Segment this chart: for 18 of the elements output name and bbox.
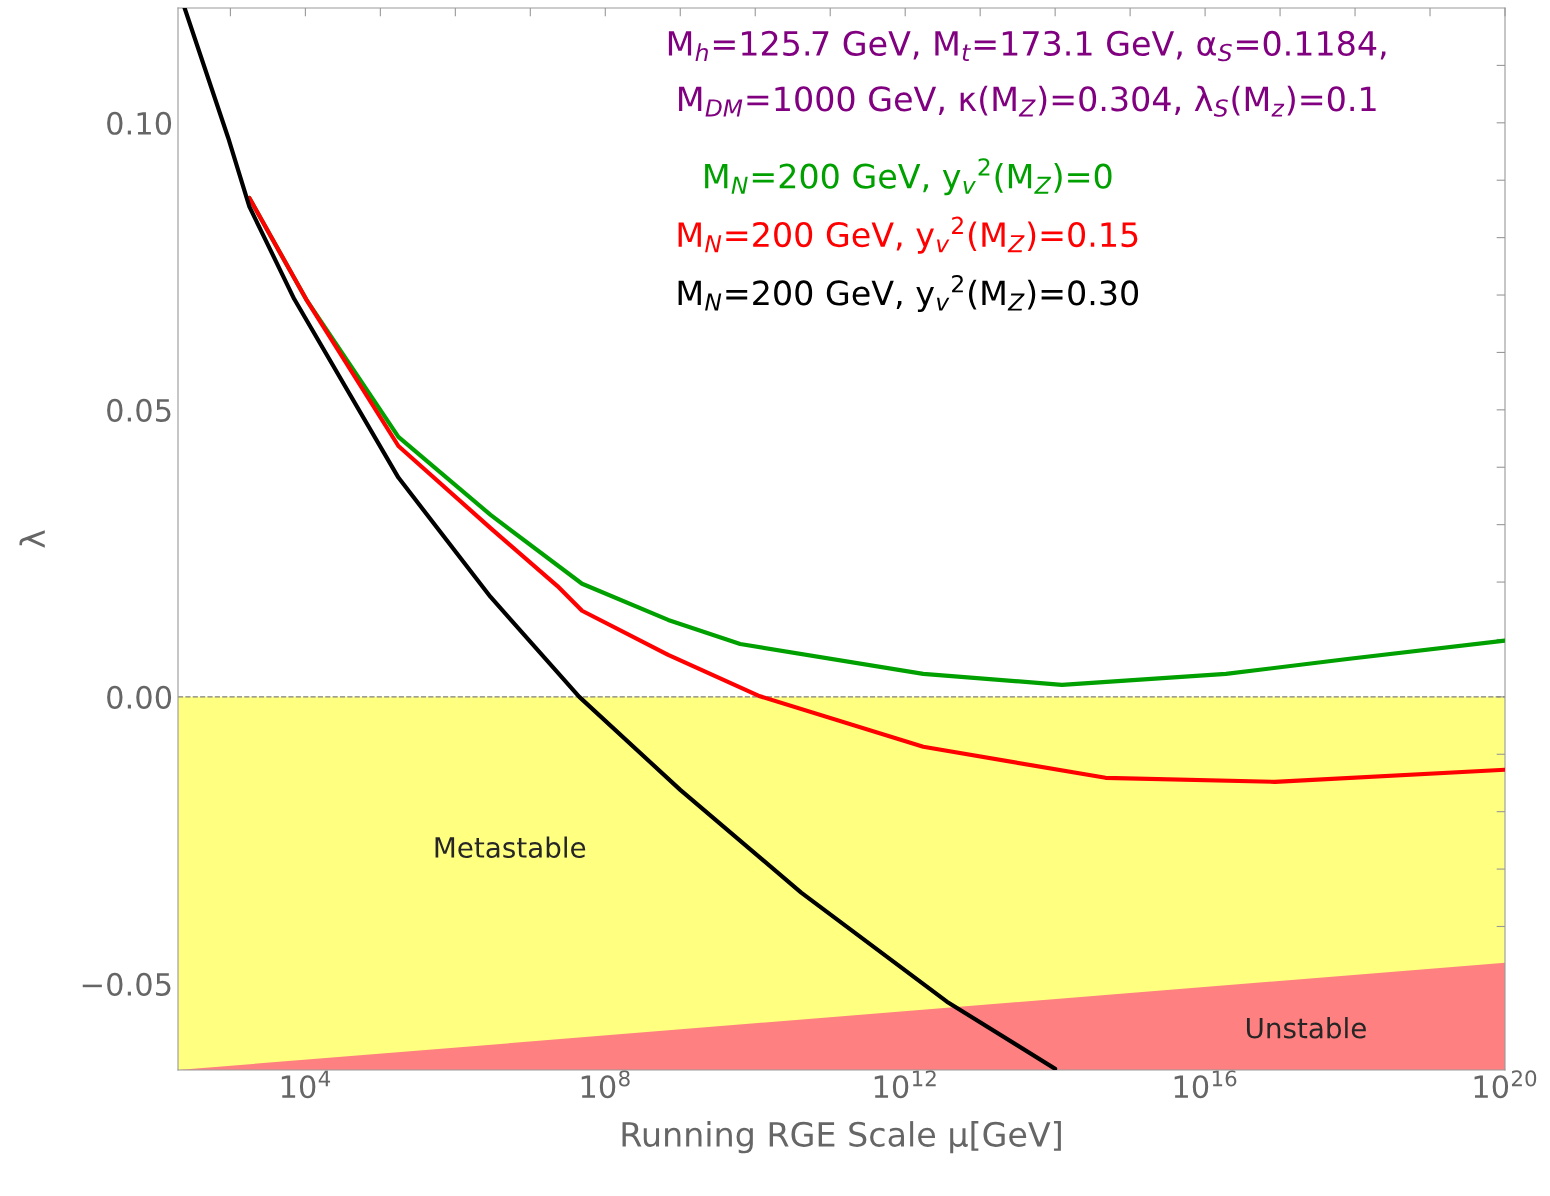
- text: M$_{DM}$=1000 GeV, κ(M$_{Z}$)=0.304, λ$_{S}$(M$_{z}$)=0.1: [679, 85, 1376, 117]
- y-tick-label: 0.10: [107, 111, 172, 135]
- x-tick-label: 10$^{8}$: [581, 1070, 630, 1099]
- y-tick-label: −0.05: [82, 972, 171, 996]
- y-tick-label: 0.05: [107, 398, 171, 422]
- band-label: Metastable: [435, 836, 586, 858]
- x-tick-label: 10$^{12}$: [874, 1070, 936, 1099]
- text: M$_{N}$=200 GeV, y$_{v}$$^{2}$(M$_{Z}$)=0: [705, 158, 1112, 196]
- x-tick-label: 10$^{20}$: [1474, 1070, 1537, 1099]
- text: M$_{N}$=200 GeV, y$_{v}$$^{2}$(M$_{Z}$)=0.15: [678, 216, 1138, 254]
- x-tick-label: 10$^{16}$: [1174, 1070, 1237, 1099]
- y-axis-title: λ: [19, 530, 45, 548]
- text: M$_{N}$=200 GeV, y$_{v}$$^{2}$(M$_{Z}$)=0.30: [678, 275, 1139, 313]
- x-tick-label: 10$^{4}$: [281, 1070, 331, 1099]
- y-tick-label: 0.00: [107, 685, 172, 709]
- series-label: Unstable: [1246, 1017, 1366, 1039]
- x-axis-title: Running RGE Scale μ[GeV]: [622, 1121, 1061, 1154]
- annotation: M$_{h}$=125.7 GeV, M$_{t}$=173.1 GeV, α$_{S}$=0.1184,: [668, 30, 1386, 62]
